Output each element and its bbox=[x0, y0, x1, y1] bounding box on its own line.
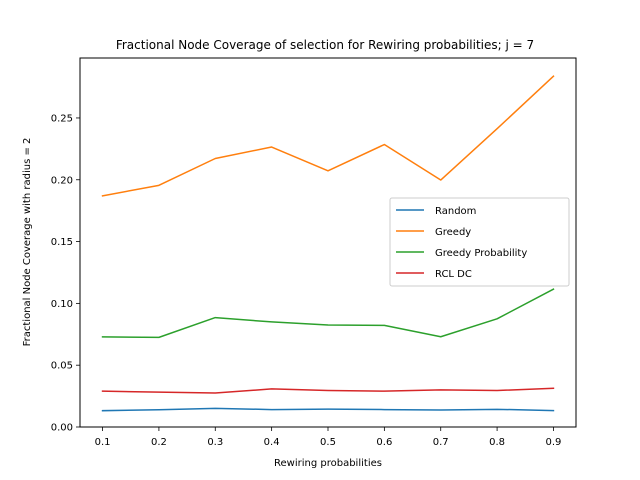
x-tick-label: 0.7 bbox=[433, 437, 449, 448]
chart-title: Fractional Node Coverage of selection fo… bbox=[116, 38, 534, 52]
x-axis-label: Rewiring probabilities bbox=[274, 458, 382, 469]
legend-label-0: Random bbox=[435, 206, 476, 217]
x-tick-label: 0.1 bbox=[95, 437, 111, 448]
x-tick-label: 0.3 bbox=[207, 437, 223, 448]
series-line-3 bbox=[101, 387, 555, 394]
x-axis: 0.1 0.2 0.3 0.4 0.5 0.6 0.7 0.8 0.9 bbox=[95, 427, 562, 448]
series-line-1 bbox=[101, 75, 555, 197]
x-tick-label: 0.5 bbox=[320, 437, 336, 448]
y-axis: 0.00 0.05 0.10 0.15 0.20 0.25 bbox=[51, 113, 80, 434]
series-line-0 bbox=[101, 407, 555, 412]
legend-label-1: Greedy bbox=[435, 227, 471, 238]
y-tick-label: 0.10 bbox=[51, 299, 73, 310]
y-tick-label: 0.20 bbox=[51, 175, 73, 186]
legend-label-2: Greedy Probability bbox=[435, 248, 527, 259]
series-layer bbox=[101, 75, 555, 412]
y-tick-label: 0.05 bbox=[51, 361, 73, 372]
legend: Random Greedy Greedy Probability RCL DC bbox=[389, 197, 570, 287]
x-tick-label: 0.9 bbox=[546, 437, 562, 448]
y-tick-label: 0.25 bbox=[51, 113, 73, 124]
x-tick-label: 0.4 bbox=[264, 437, 280, 448]
x-tick-label: 0.8 bbox=[489, 437, 505, 448]
legend-label-3: RCL DC bbox=[435, 269, 472, 280]
series-line-2 bbox=[101, 288, 555, 339]
x-tick-label: 0.6 bbox=[376, 437, 392, 448]
y-axis-label: Fractional Node Coverage with radius = 2 bbox=[22, 138, 33, 347]
y-tick-label: 0.15 bbox=[51, 237, 73, 248]
x-tick-label: 0.2 bbox=[151, 437, 167, 448]
y-tick-label: 0.00 bbox=[51, 423, 73, 434]
legend-box bbox=[389, 197, 570, 287]
